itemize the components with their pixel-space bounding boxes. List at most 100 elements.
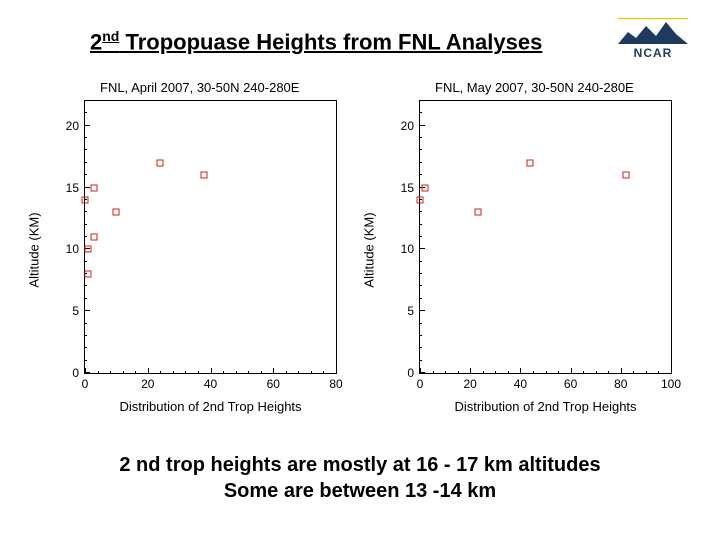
y-minor-tick — [84, 162, 87, 163]
y-tick-label: 5 — [72, 304, 85, 318]
y-tick-mark — [84, 125, 90, 126]
y-minor-tick — [84, 100, 87, 101]
x-tick-mark — [470, 368, 471, 374]
x-minor-tick — [311, 371, 312, 374]
plot-area: 05101520020406080100 — [419, 100, 672, 374]
x-tick-label: 60 — [564, 373, 577, 391]
y-minor-tick — [84, 236, 87, 237]
x-tick-mark — [621, 368, 622, 374]
x-minor-tick — [160, 371, 161, 374]
x-minor-tick — [658, 371, 659, 374]
y-minor-tick — [419, 174, 422, 175]
x-minor-tick — [261, 371, 262, 374]
x-tick-label: 60 — [267, 373, 280, 391]
y-minor-tick — [419, 211, 422, 212]
y-minor-tick — [84, 137, 87, 138]
x-minor-tick — [596, 371, 597, 374]
y-minor-tick — [419, 224, 422, 225]
x-tick-label: 80 — [329, 373, 342, 391]
y-minor-tick — [84, 112, 87, 113]
y-minor-tick — [419, 137, 422, 138]
y-minor-tick — [84, 224, 87, 225]
x-minor-tick — [98, 371, 99, 374]
x-minor-tick — [173, 371, 174, 374]
x-tick-mark — [336, 368, 337, 374]
x-tick-mark — [420, 368, 421, 374]
y-tick-mark — [419, 248, 425, 249]
x-minor-tick — [508, 371, 509, 374]
x-axis-label: Distribution of 2nd Trop Heights — [419, 399, 672, 414]
y-axis-label: Altitude (KM) — [27, 212, 42, 287]
y-tick-label: 5 — [407, 304, 420, 318]
y-minor-tick — [84, 149, 87, 150]
chart-title: FNL, May 2007, 30-50N 240-280E — [435, 80, 634, 95]
data-point — [422, 184, 429, 191]
y-minor-tick — [419, 261, 422, 262]
data-point — [82, 196, 89, 203]
x-tick-mark — [273, 368, 274, 374]
data-point — [157, 159, 164, 166]
y-minor-tick — [84, 174, 87, 175]
x-minor-tick — [135, 371, 136, 374]
y-minor-tick — [419, 273, 422, 274]
data-point — [201, 172, 208, 179]
x-minor-tick — [286, 371, 287, 374]
ncar-logo-icon — [618, 18, 688, 44]
x-minor-tick — [483, 371, 484, 374]
y-tick-label: 20 — [66, 119, 85, 133]
x-tick-mark — [520, 368, 521, 374]
x-tick-label: 20 — [464, 373, 477, 391]
x-minor-tick — [546, 371, 547, 374]
y-minor-tick — [84, 335, 87, 336]
y-minor-tick — [419, 236, 422, 237]
data-point — [113, 209, 120, 216]
x-minor-tick — [583, 371, 584, 374]
plot-area: 05101520020406080 — [84, 100, 337, 374]
x-tick-label: 100 — [661, 373, 681, 391]
y-minor-tick — [419, 285, 422, 286]
data-point — [85, 246, 92, 253]
x-tick-mark — [211, 368, 212, 374]
x-minor-tick — [646, 371, 647, 374]
x-tick-label: 20 — [141, 373, 154, 391]
title-pre: 2 — [90, 29, 102, 54]
x-tick-label: 40 — [514, 373, 527, 391]
caption: 2 nd trop heights are mostly at 16 - 17 … — [0, 452, 720, 504]
title-sup: nd — [102, 28, 119, 44]
x-minor-tick — [558, 371, 559, 374]
y-minor-tick — [84, 211, 87, 212]
y-tick-mark — [84, 310, 90, 311]
ncar-logo-text: NCAR — [608, 46, 698, 60]
ncar-logo: NCAR — [608, 18, 698, 60]
x-tick-mark — [571, 368, 572, 374]
x-tick-label: 0 — [82, 373, 89, 391]
x-minor-tick — [323, 371, 324, 374]
x-minor-tick — [248, 371, 249, 374]
chart-april: FNL, April 2007, 30-50N 240-280E Altitud… — [30, 80, 355, 420]
y-tick-label: 15 — [66, 181, 85, 195]
y-minor-tick — [419, 347, 422, 348]
x-minor-tick — [533, 371, 534, 374]
y-minor-tick — [84, 323, 87, 324]
data-point — [474, 209, 481, 216]
x-minor-tick — [633, 371, 634, 374]
y-minor-tick — [419, 112, 422, 113]
caption-line-1: 2 nd trop heights are mostly at 16 - 17 … — [0, 452, 720, 478]
data-point — [91, 234, 98, 241]
data-point — [417, 196, 424, 203]
y-tick-label: 15 — [401, 181, 420, 195]
y-minor-tick — [84, 298, 87, 299]
y-minor-tick — [419, 360, 422, 361]
x-minor-tick — [223, 371, 224, 374]
x-tick-label: 40 — [204, 373, 217, 391]
data-point — [85, 271, 92, 278]
y-tick-mark — [419, 125, 425, 126]
x-tick-label: 0 — [417, 373, 424, 391]
y-tick-mark — [419, 310, 425, 311]
x-minor-tick — [123, 371, 124, 374]
y-tick-label: 10 — [66, 242, 85, 256]
x-minor-tick — [445, 371, 446, 374]
y-axis-label: Altitude (KM) — [362, 212, 377, 287]
x-minor-tick — [185, 371, 186, 374]
x-minor-tick — [198, 371, 199, 374]
